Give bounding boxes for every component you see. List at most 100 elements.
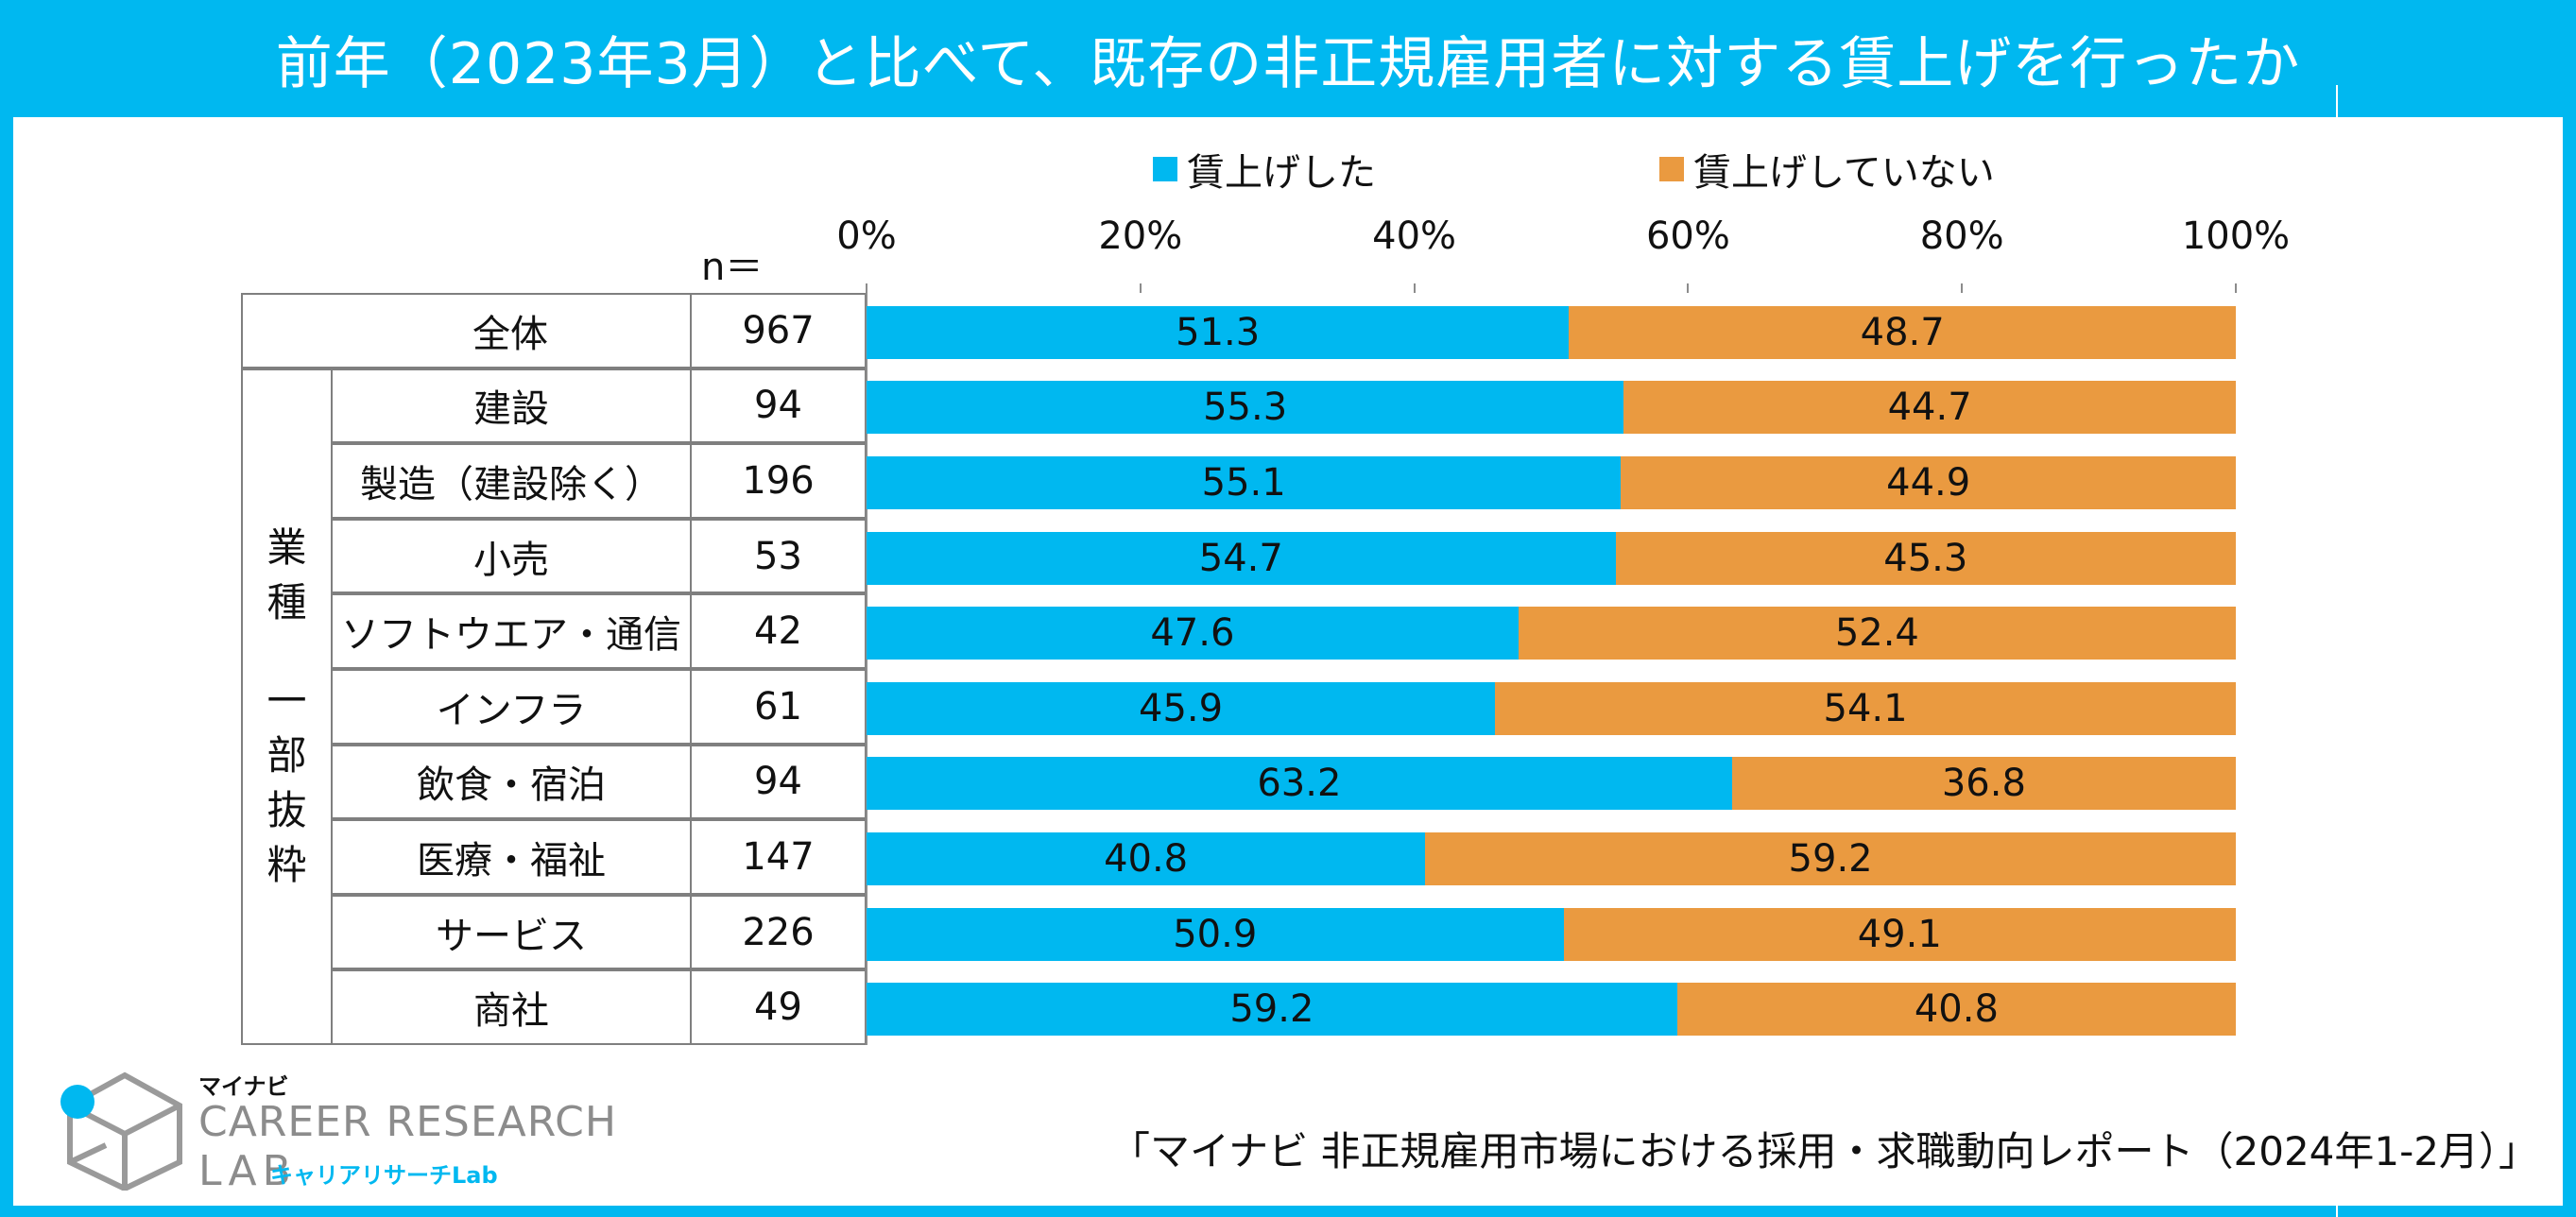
n-value: 42 [690, 593, 867, 669]
data-label: 52.4 [1834, 611, 1919, 656]
data-label: 44.9 [1886, 461, 1971, 505]
bar-raised: 47.6 [867, 607, 1519, 660]
data-label: 54.7 [1198, 536, 1283, 580]
data-label: 55.1 [1201, 461, 1286, 505]
category-label: サービス [331, 894, 692, 970]
x-tick-mark [2235, 283, 2237, 293]
bar-raised: 51.3 [867, 305, 1570, 359]
bar-not-raised: 54.1 [1495, 681, 2236, 735]
x-tick-mark [866, 283, 867, 293]
legend-item-not-raised: 賃上げしていない [1659, 142, 1995, 197]
group-label-cell: 業種 一部抜粋 [241, 368, 333, 1045]
bar-row: 59.2 40.8 [867, 983, 2236, 1037]
x-tick-mark [1961, 283, 1964, 293]
data-label: 40.8 [1914, 987, 1999, 1032]
n-value: 61 [690, 669, 867, 745]
data-label: 44.7 [1887, 386, 1972, 430]
legend-swatch-raised [1153, 157, 1177, 181]
legend-item-raised: 賃上げした [1153, 142, 1376, 197]
data-label: 50.9 [1173, 912, 1258, 956]
logo-brand: マイナビ [198, 1073, 289, 1100]
bar-row: 45.9 54.1 [867, 681, 2236, 735]
data-label: 59.2 [1229, 987, 1314, 1032]
data-label: 45.3 [1883, 536, 1968, 580]
data-label: 54.1 [1823, 686, 1908, 730]
x-tick-label: 60% [1645, 214, 1730, 258]
title-accent-line [2336, 85, 2338, 119]
bar-not-raised: 45.3 [1615, 531, 2236, 585]
data-label: 51.3 [1176, 310, 1261, 354]
category-label: 医療・福祉 [331, 819, 692, 895]
bar-row: 51.3 48.7 [867, 305, 2236, 359]
bar-not-raised: 36.8 [1731, 757, 2236, 811]
category-table: 業種 一部抜粋全体 967 建設 94 製造（建設除く） 196 小売 53 ソフトウエア・通信… [241, 293, 867, 1045]
bar-raised: 54.7 [867, 531, 1616, 585]
data-label: 45.9 [1139, 686, 1224, 730]
bar-not-raised: 40.8 [1676, 983, 2236, 1037]
n-value: 147 [690, 819, 867, 895]
bar-not-raised: 44.9 [1621, 456, 2236, 509]
n-value: 196 [690, 443, 867, 519]
data-label: 40.8 [1104, 837, 1189, 881]
x-tick-mark [1139, 283, 1142, 293]
bar-row: 40.8 59.2 [867, 832, 2236, 885]
bar-row: 55.3 44.7 [867, 381, 2236, 435]
bar-not-raised: 52.4 [1518, 607, 2236, 660]
group-blank-cell [241, 293, 333, 369]
x-tick-mark [1687, 283, 1690, 293]
legend-swatch-not-raised [1659, 157, 1684, 181]
category-label: 商社 [331, 969, 692, 1045]
n-value: 94 [690, 744, 867, 820]
logo-jp: キャリアリサーチLab [270, 1162, 498, 1189]
legend: 賃上げした 賃上げしていない [1153, 142, 1995, 197]
x-tick-label: 100% [2181, 214, 2291, 258]
bar-raised: 50.9 [867, 907, 1564, 961]
x-tick-label: 40% [1372, 214, 1457, 258]
bar-not-raised: 49.1 [1563, 907, 2236, 961]
data-label: 63.2 [1257, 762, 1342, 806]
bar-row: 47.6 52.4 [867, 607, 2236, 660]
bar-raised: 63.2 [867, 757, 1732, 811]
bar-not-raised: 44.7 [1623, 381, 2236, 435]
data-label: 59.2 [1788, 837, 1873, 881]
n-value: 94 [690, 368, 867, 444]
legend-label-not-raised: 賃上げしていない [1693, 151, 1995, 195]
category-label: インフラ [331, 669, 692, 745]
bar-raised: 55.1 [867, 456, 1622, 509]
bar-raised: 40.8 [867, 832, 1426, 885]
bar-row: 63.2 36.8 [867, 757, 2236, 811]
bar-not-raised: 48.7 [1569, 305, 2236, 359]
data-label: 36.8 [1941, 762, 2026, 806]
x-tick-mark [1413, 283, 1416, 293]
logo-line2: LAB [198, 1147, 297, 1195]
bar-row: 54.7 45.3 [867, 531, 2236, 585]
group-label: 業種 一部抜粋 [266, 523, 307, 888]
category-label: 小売 [331, 518, 692, 594]
x-tick-label: 0% [836, 214, 897, 258]
n-value: 226 [690, 894, 867, 970]
footer-accent-line [2336, 1181, 2338, 1217]
logo-cube-icon [60, 1071, 182, 1191]
category-label: 全体 [331, 293, 692, 369]
y-axis-line [866, 293, 867, 1045]
category-label: 飲食・宿泊 [331, 744, 692, 820]
bar-row: 50.9 49.1 [867, 907, 2236, 961]
data-label: 48.7 [1860, 310, 1945, 354]
bar-not-raised: 59.2 [1425, 832, 2236, 885]
bar-raised: 55.3 [867, 381, 1624, 435]
data-label: 55.3 [1203, 386, 1288, 430]
legend-label-raised: 賃上げした [1187, 151, 1376, 195]
bar-row: 55.1 44.9 [867, 456, 2236, 509]
chart-title: 前年（2023年3月）と比べて、既存の非正規雇用者に対する賃上げを行ったか [275, 30, 2301, 97]
bar-raised: 59.2 [867, 983, 1677, 1037]
category-label: ソフトウエア・通信 [331, 593, 692, 669]
n-value: 967 [690, 293, 867, 369]
logo-line1: CAREER RESEARCH [198, 1098, 617, 1146]
n-value: 53 [690, 518, 867, 594]
n-value: 49 [690, 969, 867, 1045]
bar-raised: 45.9 [867, 681, 1496, 735]
data-label: 47.6 [1150, 611, 1235, 656]
data-label: 49.1 [1857, 912, 1942, 956]
category-label: 建設 [331, 368, 692, 444]
category-label: 製造（建設除く） [331, 443, 692, 519]
